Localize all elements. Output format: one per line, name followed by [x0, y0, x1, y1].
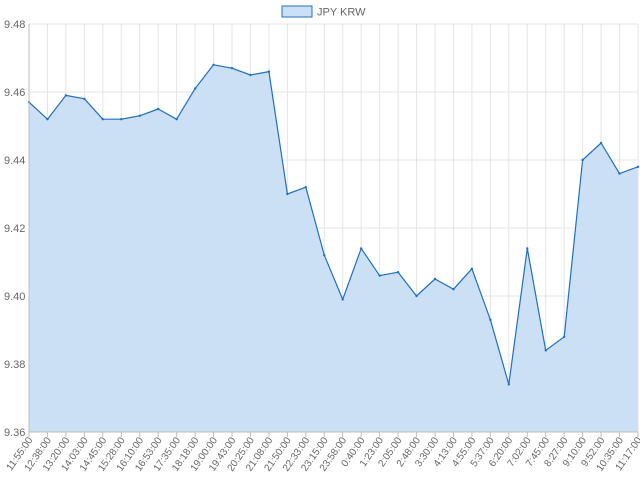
data-point — [581, 158, 584, 162]
legend-label: JPY KRW — [317, 7, 366, 19]
data-point — [101, 118, 105, 121]
data-point — [83, 97, 86, 101]
data-point — [46, 118, 49, 121]
y-tick-label: 9.48 — [4, 19, 25, 31]
y-tick-label: 9.38 — [4, 359, 25, 371]
data-point — [230, 67, 234, 70]
data-point — [452, 288, 455, 291]
data-point — [323, 254, 326, 257]
data-point — [64, 94, 68, 97]
y-axis: 9.48 9.46 9.44 9.42 9.40 9.38 9.36 — [4, 19, 30, 439]
data-point — [249, 73, 252, 77]
plot-area — [27, 63, 640, 433]
y-tick-label: 9.46 — [4, 87, 25, 99]
data-point — [378, 274, 381, 277]
data-point — [359, 247, 363, 250]
legend[interactable]: JPY KRW — [281, 5, 366, 19]
y-tick-label: 9.40 — [4, 291, 25, 303]
data-point — [138, 114, 141, 118]
data-point — [396, 271, 400, 274]
data-point — [267, 70, 271, 73]
series-area-fill — [29, 64, 638, 433]
data-point — [120, 118, 123, 121]
x-axis: 11:55:0012:38:0013:20:0014:03:0014:45:00… — [5, 431, 640, 474]
data-point — [433, 277, 437, 281]
data-point — [489, 318, 492, 321]
data-point — [156, 107, 160, 111]
data-point — [341, 298, 344, 301]
data-point — [415, 294, 418, 298]
data-point — [304, 186, 308, 189]
data-point — [618, 172, 621, 175]
data-point — [599, 141, 603, 145]
series-line — [28, 64, 639, 385]
data-point — [175, 118, 178, 121]
data-point — [193, 87, 197, 90]
data-point — [544, 349, 547, 352]
data-point — [470, 267, 474, 270]
y-tick-label: 9.42 — [4, 223, 25, 235]
data-point — [286, 192, 289, 196]
data-point — [636, 165, 640, 168]
y-tick-label: 9.36 — [4, 427, 25, 439]
data-point — [526, 247, 529, 250]
data-point — [212, 63, 215, 66]
data-point — [507, 383, 511, 386]
data-point — [562, 335, 566, 338]
legend-swatch — [281, 5, 313, 18]
y-tick-label: 9.44 — [4, 155, 25, 167]
